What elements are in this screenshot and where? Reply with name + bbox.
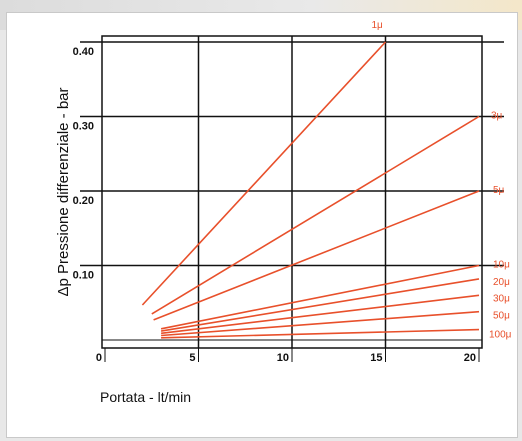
y-tick-label: 0.20 <box>73 195 94 207</box>
x-tick-label: 5 <box>189 352 195 364</box>
series-label: 50μ <box>493 311 510 322</box>
series-line-7 <box>161 310 480 337</box>
series-line-5 <box>160 278 480 332</box>
series-label: 5μ <box>493 185 505 196</box>
x-tick-label: 0 <box>96 352 102 364</box>
series-label: 10μ <box>493 260 510 271</box>
series-line-2 <box>151 115 480 315</box>
y-tick-label: 0.30 <box>73 121 94 133</box>
series-line-8 <box>161 328 480 339</box>
series-line-1 <box>141 41 387 306</box>
series-label: 100μ <box>489 330 512 341</box>
x-tick-label: 20 <box>464 352 476 364</box>
series-label: 30μ <box>493 293 510 304</box>
x-axis-ticks: 0 5 10 15 20 <box>96 348 480 364</box>
series-labels: 1μ 3μ 5μ 10μ 20μ 30μ 50μ 100μ <box>372 20 512 341</box>
y-tick-label: 0.40 <box>73 46 94 58</box>
x-tick-label: 15 <box>370 352 382 364</box>
x-axis-title: Portata - lt/min <box>100 389 191 405</box>
series-line-6 <box>161 294 480 335</box>
series-label: 3μ <box>491 111 503 122</box>
series-label: 1μ <box>372 20 384 31</box>
series-line-3 <box>153 190 480 321</box>
series-line-4 <box>160 264 480 330</box>
y-axis-ticks: 0.10 0.20 0.30 0.40 <box>73 46 94 282</box>
grid <box>80 36 504 348</box>
y-tick-label: 0.10 <box>73 270 94 282</box>
x-tick-label: 10 <box>277 352 289 364</box>
y-axis-title: Δp Pressione differenziale - bar <box>55 87 72 296</box>
series-label: 20μ <box>493 277 510 288</box>
series-lines <box>141 41 480 339</box>
